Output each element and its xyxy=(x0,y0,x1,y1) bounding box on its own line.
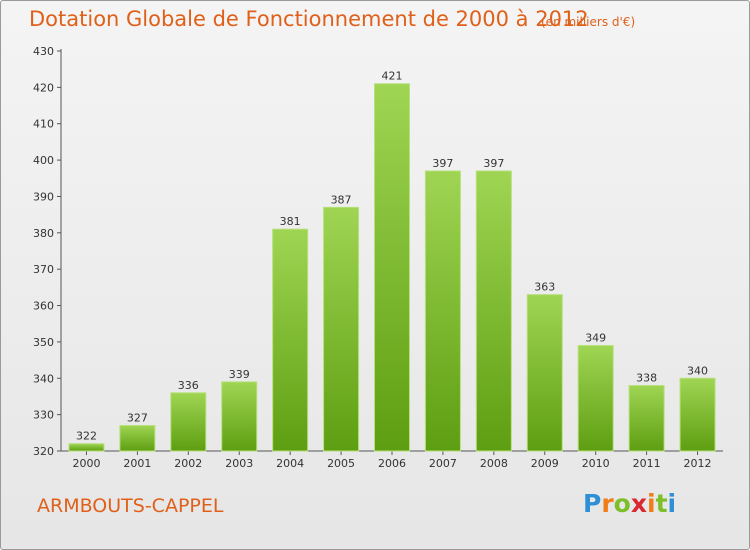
bar-2007 xyxy=(424,170,461,452)
y-tick-label: 400 xyxy=(33,154,54,167)
value-label-2000: 322 xyxy=(76,430,97,443)
chart-bars xyxy=(68,83,716,452)
x-tick-label-2008: 2008 xyxy=(480,457,508,470)
y-tick-label: 330 xyxy=(33,409,54,422)
value-label-2009: 363 xyxy=(534,281,555,294)
y-tick-label: 340 xyxy=(33,372,54,385)
bar-2005 xyxy=(323,206,360,452)
value-label-2008: 397 xyxy=(483,157,504,170)
value-label-2006: 421 xyxy=(382,70,403,83)
bar-2000 xyxy=(68,443,105,452)
bar-2003 xyxy=(221,381,258,452)
y-tick-label: 350 xyxy=(33,336,54,349)
bar-2002 xyxy=(170,392,207,452)
y-tick-label: 410 xyxy=(33,118,54,131)
x-tick-label-2010: 2010 xyxy=(582,457,610,470)
chart-title: Dotation Globale de Fonctionnement de 20… xyxy=(29,7,589,31)
y-tick-label: 390 xyxy=(33,190,54,203)
chart-axes: 320 330 340 350 360 370 380 390 400 410 420 430 xyxy=(33,45,723,458)
y-tick-label: 360 xyxy=(33,300,54,313)
value-label-2005: 387 xyxy=(331,193,352,206)
chart-unit: (en milliers d'€) xyxy=(541,15,636,29)
value-label-2003: 339 xyxy=(229,368,250,381)
x-tick-label-2000: 2000 xyxy=(72,457,100,470)
y-tick-label: 380 xyxy=(33,227,54,240)
value-label-2007: 397 xyxy=(432,157,453,170)
bar-2011 xyxy=(628,385,665,452)
value-label-2010: 349 xyxy=(585,332,606,345)
x-tick-label-2009: 2009 xyxy=(531,457,559,470)
value-label-2004: 381 xyxy=(280,215,301,228)
bar-2004 xyxy=(272,228,309,452)
x-tick-label-2007: 2007 xyxy=(429,457,457,470)
commune-name: ARMBOUTS-CAPPEL xyxy=(37,495,224,517)
bar-chart: 320 330 340 350 360 370 380 390 400 410 420 430 322… xyxy=(33,45,723,470)
x-tick-label-2003: 2003 xyxy=(225,457,253,470)
y-tick-label: 420 xyxy=(33,81,54,94)
bar-2010 xyxy=(577,345,614,452)
bar-2012 xyxy=(679,377,716,452)
x-tick-label-2002: 2002 xyxy=(174,457,202,470)
y-tick-label: 430 xyxy=(33,45,54,58)
x-tick-label-2004: 2004 xyxy=(276,457,304,470)
x-tick-label-2001: 2001 xyxy=(123,457,151,470)
value-label-2002: 336 xyxy=(178,379,199,392)
x-tick-label-2005: 2005 xyxy=(327,457,355,470)
value-label-2012: 340 xyxy=(687,364,708,377)
x-tick-label-2012: 2012 xyxy=(684,457,712,470)
y-tick-label: 320 xyxy=(33,445,54,458)
value-label-2001: 327 xyxy=(127,412,148,425)
y-tick-label: 370 xyxy=(33,263,54,276)
bar-2001 xyxy=(119,425,156,452)
x-tick-label-2011: 2011 xyxy=(633,457,661,470)
chart-labels: 322 2000 327 2001 336 2002 339 2003 381 2004 387 20… xyxy=(72,70,711,470)
bar-2008 xyxy=(475,170,512,452)
proxiti-logo: Proxiti xyxy=(583,489,677,518)
bar-2006 xyxy=(374,83,410,452)
x-tick-label-2006: 2006 xyxy=(378,457,406,470)
value-label-2011: 338 xyxy=(636,372,657,385)
bar-2009 xyxy=(526,294,563,452)
